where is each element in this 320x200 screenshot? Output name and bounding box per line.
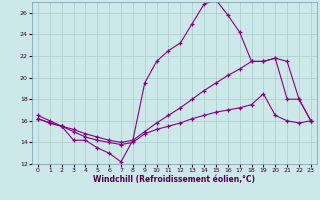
X-axis label: Windchill (Refroidissement éolien,°C): Windchill (Refroidissement éolien,°C) [93,175,255,184]
